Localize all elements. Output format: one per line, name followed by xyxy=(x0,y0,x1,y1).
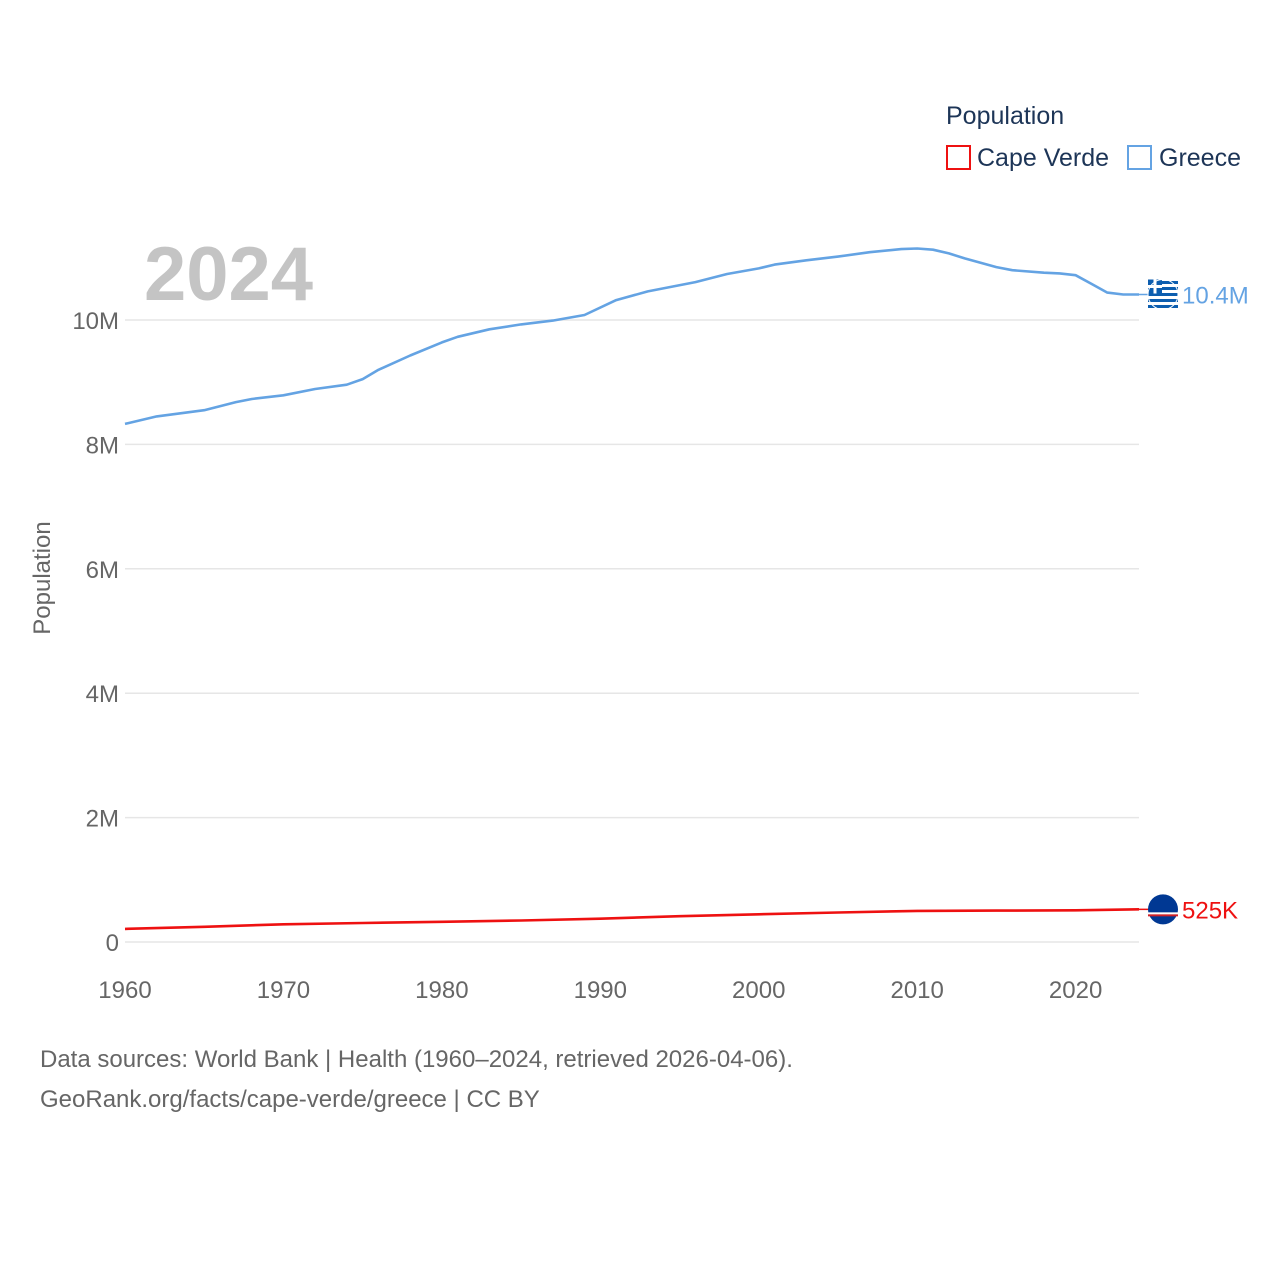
series-lines xyxy=(124,247,1140,931)
series-line-cape-verde xyxy=(124,908,1140,931)
flag-stripe xyxy=(1148,292,1178,296)
current-year-label: 2024 xyxy=(144,232,313,317)
flag-stripe xyxy=(1148,298,1178,302)
y-axis-ticks: 0 2M 4M 6M 8M 10M xyxy=(72,308,119,957)
y-axis-label: Population xyxy=(29,521,56,634)
x-tick-label: 1960 xyxy=(98,977,151,1004)
legend-label-greece: Greece xyxy=(1159,144,1241,172)
flag-stripe xyxy=(1148,304,1178,308)
x-tick-label: 2000 xyxy=(732,977,785,1004)
y-tick-label: 2M xyxy=(86,806,119,833)
gridlines xyxy=(125,319,1139,943)
cape-verde-flag-icon xyxy=(1148,894,1178,925)
end-value-label-cape-verde: 525K xyxy=(1182,897,1238,924)
x-tick-label: 1980 xyxy=(415,977,468,1004)
x-tick-label: 2010 xyxy=(890,977,943,1004)
flag-rim xyxy=(1147,278,1179,310)
flag-cross-v xyxy=(1153,279,1157,294)
y-tick-label: 8M xyxy=(86,432,119,459)
data-sources-text: Data sources: World Bank | Health (1960–… xyxy=(40,1046,793,1073)
flag-stripe xyxy=(1148,280,1178,284)
flag-stripe-red xyxy=(1148,914,1178,917)
flag-base xyxy=(1148,894,1178,925)
legend-item-cape-verde[interactable]: Cape Verde xyxy=(946,144,1109,172)
y-tick-label: 4M xyxy=(86,681,119,708)
flag-stripe xyxy=(1148,286,1178,290)
end-markers: 525K 10.4M xyxy=(1139,278,1249,925)
legend-swatch-cape-verde xyxy=(946,145,971,170)
series-line-greece xyxy=(124,247,1139,426)
legend: Population Cape Verde Greece xyxy=(946,102,1241,172)
legend-item-greece[interactable]: Greece xyxy=(1127,144,1241,172)
legend-swatch-greece xyxy=(1127,145,1152,170)
attribution-link[interactable]: GeoRank.org/facts/cape-verde/greece | CC… xyxy=(40,1086,540,1113)
y-tick-label: 6M xyxy=(86,557,119,584)
legend-label-cape-verde: Cape Verde xyxy=(977,144,1109,172)
legend-title: Population xyxy=(946,102,1064,130)
flag-stripe-white xyxy=(1148,912,1178,916)
end-value-label-greece: 10.4M xyxy=(1182,282,1249,309)
x-tick-label: 1990 xyxy=(574,977,627,1004)
footer: Data sources: World Bank | Health (1960–… xyxy=(40,1040,793,1120)
greece-flag-icon xyxy=(1147,278,1179,310)
y-tick-label: 0 xyxy=(106,930,119,957)
x-tick-label: 1970 xyxy=(257,977,310,1004)
x-tick-label: 2020 xyxy=(1049,977,1102,1004)
x-axis-ticks: 1960 1970 1980 1990 2000 2010 2020 xyxy=(98,977,1102,1004)
y-tick-label: 10M xyxy=(72,308,119,335)
